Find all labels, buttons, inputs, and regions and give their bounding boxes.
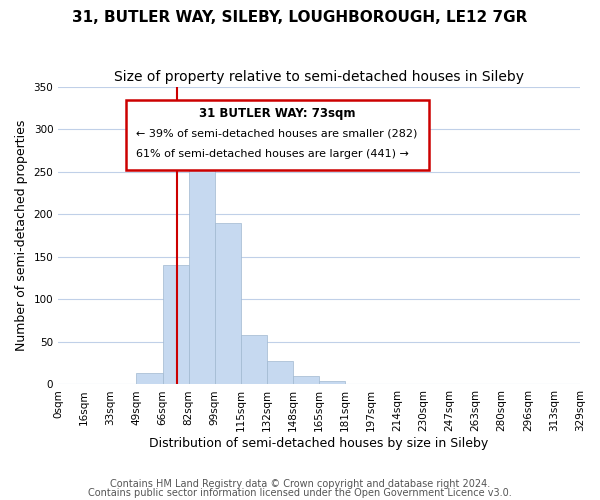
Bar (267, 360, 293, 384)
FancyBboxPatch shape (126, 100, 428, 170)
Bar (188, 140, 215, 384)
Text: Contains public sector information licensed under the Open Government Licence v3: Contains public sector information licen… (88, 488, 512, 498)
Y-axis label: Number of semi-detached properties: Number of semi-detached properties (15, 120, 28, 351)
Bar (319, 381, 345, 384)
Bar (163, 266, 188, 384)
Bar (136, 374, 163, 384)
Bar (241, 335, 267, 384)
Text: 31, BUTLER WAY, SILEBY, LOUGHBOROUGH, LE12 7GR: 31, BUTLER WAY, SILEBY, LOUGHBOROUGH, LE… (73, 10, 527, 25)
Bar (215, 222, 241, 384)
Text: 61% of semi-detached houses are larger (441) →: 61% of semi-detached houses are larger (… (136, 149, 409, 159)
Text: ← 39% of semi-detached houses are smaller (282): ← 39% of semi-detached houses are smalle… (136, 128, 418, 138)
X-axis label: Distribution of semi-detached houses by size in Sileby: Distribution of semi-detached houses by … (149, 437, 489, 450)
Text: Contains HM Land Registry data © Crown copyright and database right 2024.: Contains HM Land Registry data © Crown c… (110, 479, 490, 489)
Bar (293, 376, 319, 384)
Text: 31 BUTLER WAY: 73sqm: 31 BUTLER WAY: 73sqm (199, 108, 356, 120)
Title: Size of property relative to semi-detached houses in Sileby: Size of property relative to semi-detach… (114, 70, 524, 84)
